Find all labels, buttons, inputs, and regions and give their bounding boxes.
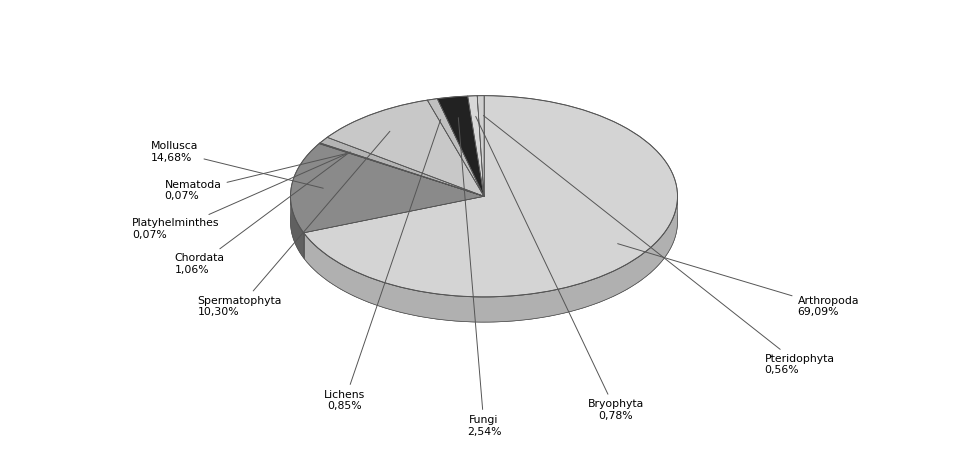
Text: Chordata
1,06%: Chordata 1,06% xyxy=(174,152,350,275)
Polygon shape xyxy=(477,96,484,196)
Polygon shape xyxy=(319,143,484,196)
Text: Bryophyta
0,78%: Bryophyta 0,78% xyxy=(475,117,644,421)
Polygon shape xyxy=(320,137,484,196)
Text: Nematoda
0,07%: Nematoda 0,07% xyxy=(165,154,347,201)
Polygon shape xyxy=(468,96,484,196)
Polygon shape xyxy=(290,144,484,233)
Polygon shape xyxy=(304,197,678,322)
Text: Arthropoda
69,09%: Arthropoda 69,09% xyxy=(618,243,859,317)
Polygon shape xyxy=(427,99,484,196)
Text: Lichens
0,85%: Lichens 0,85% xyxy=(324,119,440,411)
Polygon shape xyxy=(327,100,484,196)
Polygon shape xyxy=(290,197,304,258)
Polygon shape xyxy=(304,96,678,297)
Text: Fungi
2,54%: Fungi 2,54% xyxy=(458,118,501,437)
Text: Mollusca
14,68%: Mollusca 14,68% xyxy=(151,141,323,188)
Polygon shape xyxy=(319,143,484,196)
Text: Platyhelminthes
0,07%: Platyhelminthes 0,07% xyxy=(132,154,347,240)
Polygon shape xyxy=(438,96,484,196)
Ellipse shape xyxy=(290,121,678,322)
Text: Spermatophyta
10,30%: Spermatophyta 10,30% xyxy=(197,131,390,317)
Text: Pteridophyta
0,56%: Pteridophyta 0,56% xyxy=(483,116,834,376)
